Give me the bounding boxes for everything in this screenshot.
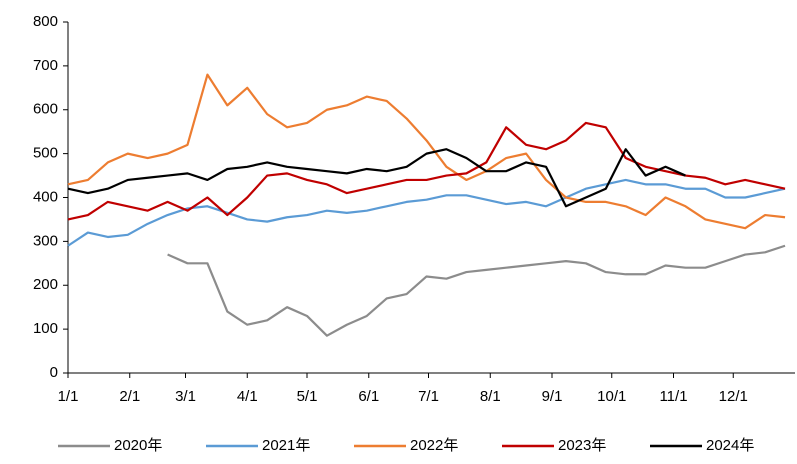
y-tick-label: 700 <box>33 57 58 74</box>
y-tick-label: 100 <box>33 320 58 337</box>
series-line <box>167 244 786 337</box>
x-tick-label: 2/1 <box>119 388 140 405</box>
legend-label: 2020年 <box>114 437 162 454</box>
series-line <box>67 73 786 230</box>
x-tick-label: 1/1 <box>58 388 79 405</box>
legend-label: 2021年 <box>262 437 310 454</box>
x-tick-label: 3/1 <box>175 388 196 405</box>
x-tick-label: 8/1 <box>480 388 501 405</box>
x-tick-label: 4/1 <box>237 388 258 405</box>
x-tick-label: 10/1 <box>597 388 626 405</box>
legend-label: 2024年 <box>706 437 754 454</box>
legend-label: 2022年 <box>410 437 458 454</box>
series-line <box>67 121 786 221</box>
y-tick-label: 200 <box>33 276 58 293</box>
x-tick-label: 12/1 <box>719 388 748 405</box>
x-tick-label: 11/1 <box>659 388 687 405</box>
y-tick-label: 600 <box>33 101 58 118</box>
series-line <box>67 148 686 208</box>
y-tick-label: 500 <box>33 145 58 162</box>
y-tick-label: 300 <box>33 232 58 249</box>
x-tick-label: 6/1 <box>358 388 379 405</box>
y-tick-label: 800 <box>33 13 58 30</box>
x-tick-label: 7/1 <box>418 388 439 405</box>
series-line <box>67 178 786 247</box>
legend-label: 2023年 <box>558 437 606 454</box>
y-tick-label: 400 <box>33 188 58 205</box>
x-tick-label: 9/1 <box>542 388 563 405</box>
x-tick-label: 5/1 <box>297 388 318 405</box>
y-tick-label: 0 <box>50 364 58 381</box>
